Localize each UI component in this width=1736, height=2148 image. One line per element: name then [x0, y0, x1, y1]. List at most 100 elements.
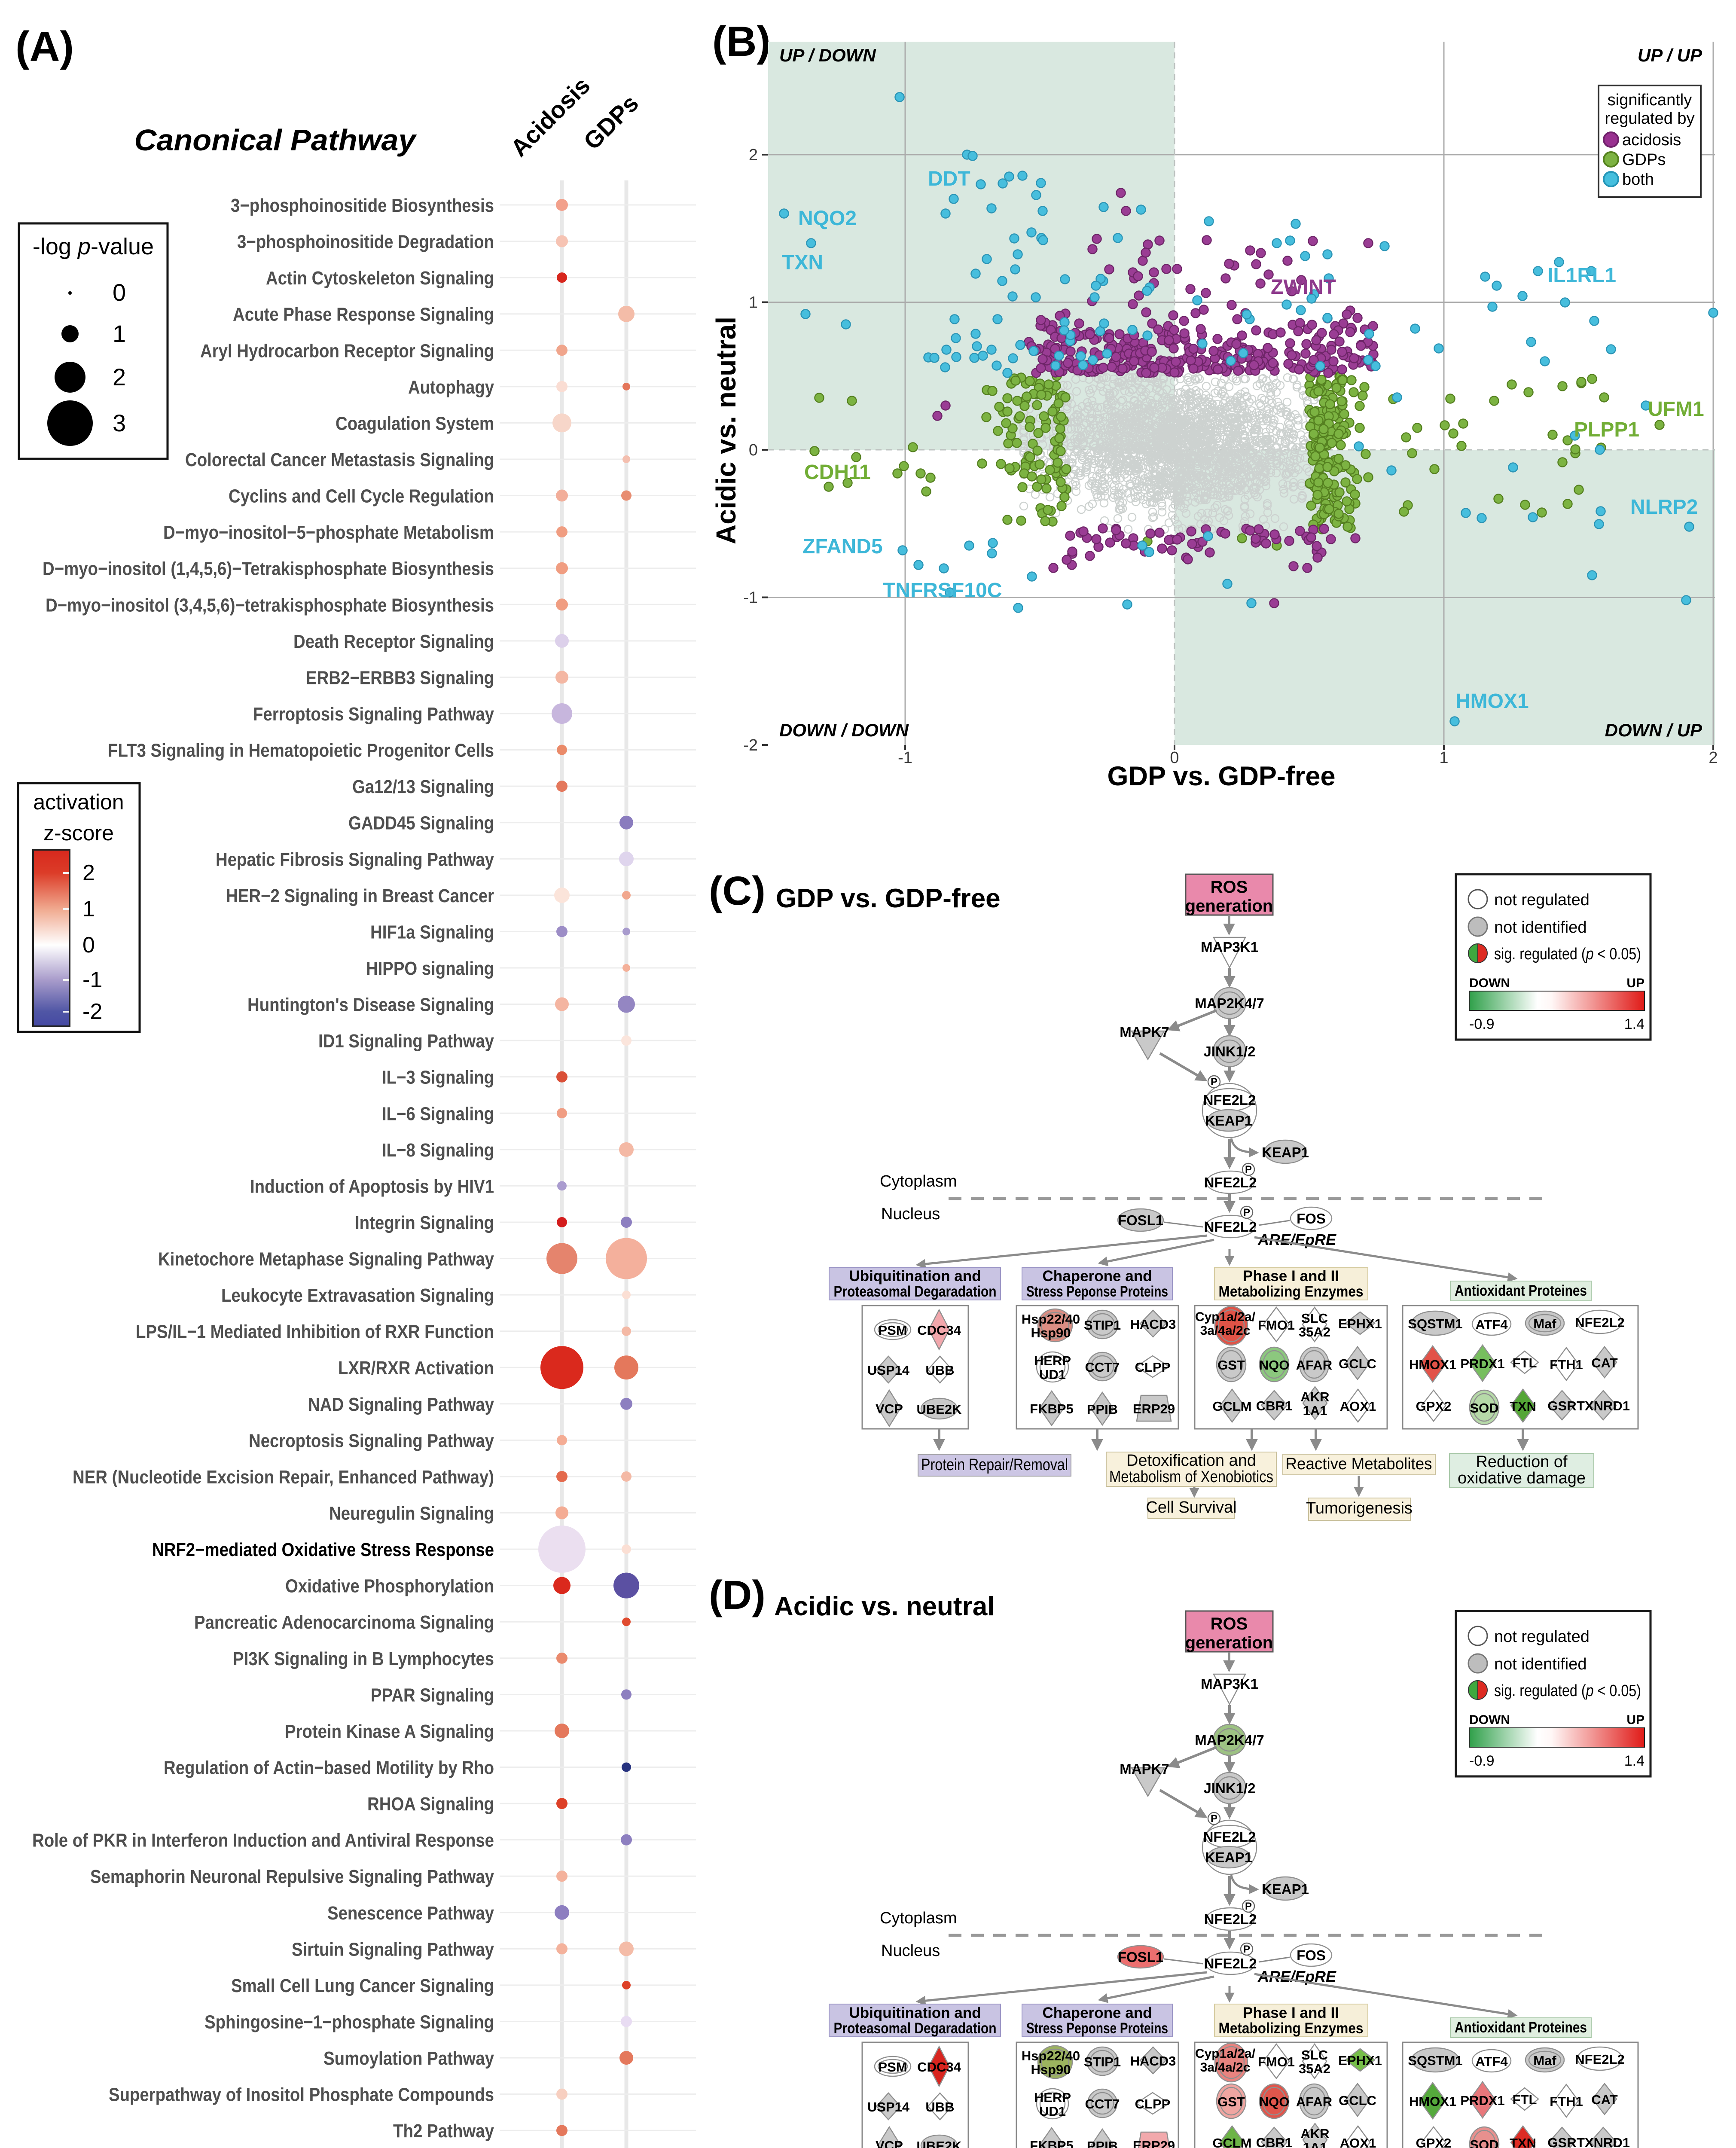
svg-text:CDC34: CDC34 — [917, 1323, 961, 1338]
svg-text:AFAR: AFAR — [1296, 2094, 1332, 2109]
svg-text:-1: -1 — [82, 967, 102, 992]
svg-text:MAPK7: MAPK7 — [1120, 1761, 1169, 1777]
svg-text:generation: generation — [1185, 897, 1273, 915]
svg-text:CAT: CAT — [1591, 1355, 1617, 1370]
svg-text:TXNRD1: TXNRD1 — [1577, 1398, 1630, 1413]
svg-text:PPIB: PPIB — [1087, 2139, 1118, 2148]
svg-text:3a/4a/2c: 3a/4a/2c — [1200, 2060, 1251, 2075]
svg-text:Ga12/13 Signaling: Ga12/13 Signaling — [352, 776, 494, 797]
svg-text:Reactive Metabolites: Reactive Metabolites — [1286, 1455, 1432, 1473]
svg-text:SLC: SLC — [1301, 2047, 1328, 2063]
svg-text:CAT: CAT — [1591, 2092, 1617, 2107]
svg-text:Sumoylation Pathway: Sumoylation Pathway — [323, 2048, 494, 2069]
svg-text:-log p-value: -log p-value — [33, 234, 154, 259]
svg-text:Leukocyte Extravasation Signal: Leukocyte Extravasation Signaling — [221, 1285, 494, 1306]
svg-text:HERP: HERP — [1034, 1353, 1071, 1368]
svg-text:TNFRSF10C: TNFRSF10C — [883, 579, 1002, 602]
svg-text:regulated by: regulated by — [1605, 110, 1694, 128]
svg-text:GST: GST — [1217, 1358, 1245, 1373]
svg-text:0: 0 — [749, 441, 758, 459]
svg-text:NFE2L2: NFE2L2 — [1575, 1315, 1624, 1330]
svg-text:35A2: 35A2 — [1299, 2061, 1330, 2076]
svg-text:DDT: DDT — [928, 168, 970, 190]
svg-text:GST: GST — [1217, 2094, 1245, 2109]
svg-text:JINK1/2: JINK1/2 — [1203, 1780, 1255, 1796]
svg-text:UP / DOWN: UP / DOWN — [779, 45, 876, 65]
svg-text:ZWINT: ZWINT — [1271, 276, 1336, 299]
svg-text:Maf: Maf — [1533, 1316, 1556, 1331]
svg-text:NER (Nucleotide Excision Repai: NER (Nucleotide Excision Repair, Enhance… — [73, 1467, 494, 1488]
svg-text:D−myo−inositol (3,4,5,6)−tetra: D−myo−inositol (3,4,5,6)−tetrakisphospha… — [46, 595, 494, 616]
svg-text:DOWN: DOWN — [1469, 976, 1510, 990]
svg-text:Nucleus: Nucleus — [881, 1205, 940, 1223]
svg-text:Ubiquitination and: Ubiquitination and — [849, 2005, 981, 2021]
svg-text:CBR1: CBR1 — [1256, 2135, 1292, 2148]
svg-text:-0.9: -0.9 — [1469, 1753, 1495, 1769]
svg-text:Integrin Signaling: Integrin Signaling — [355, 1212, 494, 1233]
svg-text:HER−2 Signaling in Breast Canc: HER−2 Signaling in Breast Cancer — [226, 885, 494, 906]
svg-text:Death Receptor Signaling: Death Receptor Signaling — [293, 631, 494, 652]
svg-text:Huntington's Disease Signaling: Huntington's Disease Signaling — [247, 995, 494, 1016]
svg-text:1: 1 — [749, 294, 758, 312]
svg-text:ID1 Signaling Pathway: ID1 Signaling Pathway — [318, 1031, 494, 1052]
svg-text:generation: generation — [1185, 1633, 1273, 1652]
svg-text:NLRP2: NLRP2 — [1630, 496, 1698, 519]
svg-text:NRF2−mediated Oxidative Stress: NRF2−mediated Oxidative Stress Response — [152, 1539, 494, 1560]
svg-text:MAP2K4/7: MAP2K4/7 — [1195, 995, 1264, 1011]
svg-text:FLT3 Signaling in Hematopoieti: FLT3 Signaling in Hematopoietic Progenit… — [108, 740, 494, 761]
svg-text:SOD: SOD — [1470, 2137, 1498, 2148]
svg-text:PRDX1: PRDX1 — [1460, 1356, 1504, 1371]
svg-text:KEAP1: KEAP1 — [1262, 1881, 1309, 1897]
svg-text:SOD: SOD — [1470, 1400, 1498, 1416]
svg-text:JINK1/2: JINK1/2 — [1203, 1043, 1255, 1059]
svg-text:P: P — [1245, 1164, 1252, 1175]
svg-text:IL−3 Signaling: IL−3 Signaling — [382, 1067, 494, 1088]
svg-text:LXR/RXR Activation: LXR/RXR Activation — [338, 1358, 494, 1379]
svg-text:AFAR: AFAR — [1296, 1358, 1332, 1373]
svg-text:not regulated: not regulated — [1494, 891, 1590, 909]
svg-text:Detoxification and: Detoxification and — [1126, 1452, 1256, 1470]
svg-text:-1: -1 — [743, 589, 758, 607]
svg-text:1.4: 1.4 — [1624, 1016, 1644, 1032]
svg-text:SQSTM1: SQSTM1 — [1408, 2053, 1462, 2068]
svg-text:Nucleus: Nucleus — [881, 1942, 940, 1960]
svg-text:oxidative damage: oxidative damage — [1458, 1469, 1586, 1487]
svg-text:not identified: not identified — [1494, 1655, 1587, 1673]
svg-text:GPX2: GPX2 — [1416, 1399, 1452, 1414]
svg-text:1: 1 — [82, 897, 95, 921]
svg-text:MAPK7: MAPK7 — [1120, 1024, 1169, 1040]
svg-text:ERB2−ERBB3 Signaling: ERB2−ERBB3 Signaling — [306, 667, 494, 688]
svg-text:AOX1: AOX1 — [1340, 2136, 1376, 2148]
svg-text:2: 2 — [749, 146, 758, 164]
svg-text:Antioxidant Proteines: Antioxidant Proteines — [1455, 1282, 1587, 1299]
svg-text:2: 2 — [82, 860, 95, 885]
svg-text:KEAP1: KEAP1 — [1205, 1849, 1252, 1865]
svg-text:GDP vs. GDP-free: GDP vs. GDP-free — [776, 884, 1001, 913]
svg-text:FMO1: FMO1 — [1258, 1318, 1295, 1333]
svg-text:KEAP1: KEAP1 — [1205, 1113, 1252, 1129]
svg-text:HMOX1: HMOX1 — [1455, 690, 1529, 713]
svg-text:Sphingosine−1−phosphate Signal: Sphingosine−1−phosphate Signaling — [204, 2012, 494, 2033]
svg-text:TXN: TXN — [1510, 1399, 1536, 1414]
svg-text:UP / UP: UP / UP — [1638, 45, 1702, 65]
svg-text:Small Cell Lung Cancer Signali: Small Cell Lung Cancer Signaling — [231, 1975, 494, 1996]
svg-text:IL−8 Signaling: IL−8 Signaling — [382, 1140, 494, 1161]
svg-text:Chaperone and: Chaperone and — [1043, 2005, 1152, 2021]
svg-text:Cytoplasm: Cytoplasm — [880, 1909, 957, 1927]
svg-text:IL−6 Signaling: IL−6 Signaling — [382, 1103, 494, 1124]
svg-text:ATF4: ATF4 — [1475, 2054, 1508, 2069]
svg-text:0: 0 — [82, 933, 95, 958]
svg-text:Metabolism of Xenobiotics: Metabolism of Xenobiotics — [1109, 1468, 1273, 1486]
svg-text:TXNRD1: TXNRD1 — [1577, 2135, 1630, 2148]
svg-text:Acidic vs. neutral: Acidic vs. neutral — [711, 317, 741, 544]
svg-text:1: 1 — [113, 320, 126, 347]
svg-text:Ferroptosis Signaling Pathway: Ferroptosis Signaling Pathway — [253, 704, 494, 725]
svg-text:AKR: AKR — [1300, 1389, 1329, 1404]
svg-text:CCT7: CCT7 — [1085, 2096, 1120, 2111]
svg-text:Maf: Maf — [1533, 2053, 1556, 2068]
svg-text:significantly: significantly — [1608, 91, 1692, 109]
svg-text:Chaperone and: Chaperone and — [1043, 1268, 1152, 1285]
svg-text:USP14: USP14 — [867, 2099, 910, 2114]
svg-text:PRDX1: PRDX1 — [1460, 2093, 1504, 2108]
svg-text:Tumorigenesis: Tumorigenesis — [1306, 1499, 1413, 1517]
